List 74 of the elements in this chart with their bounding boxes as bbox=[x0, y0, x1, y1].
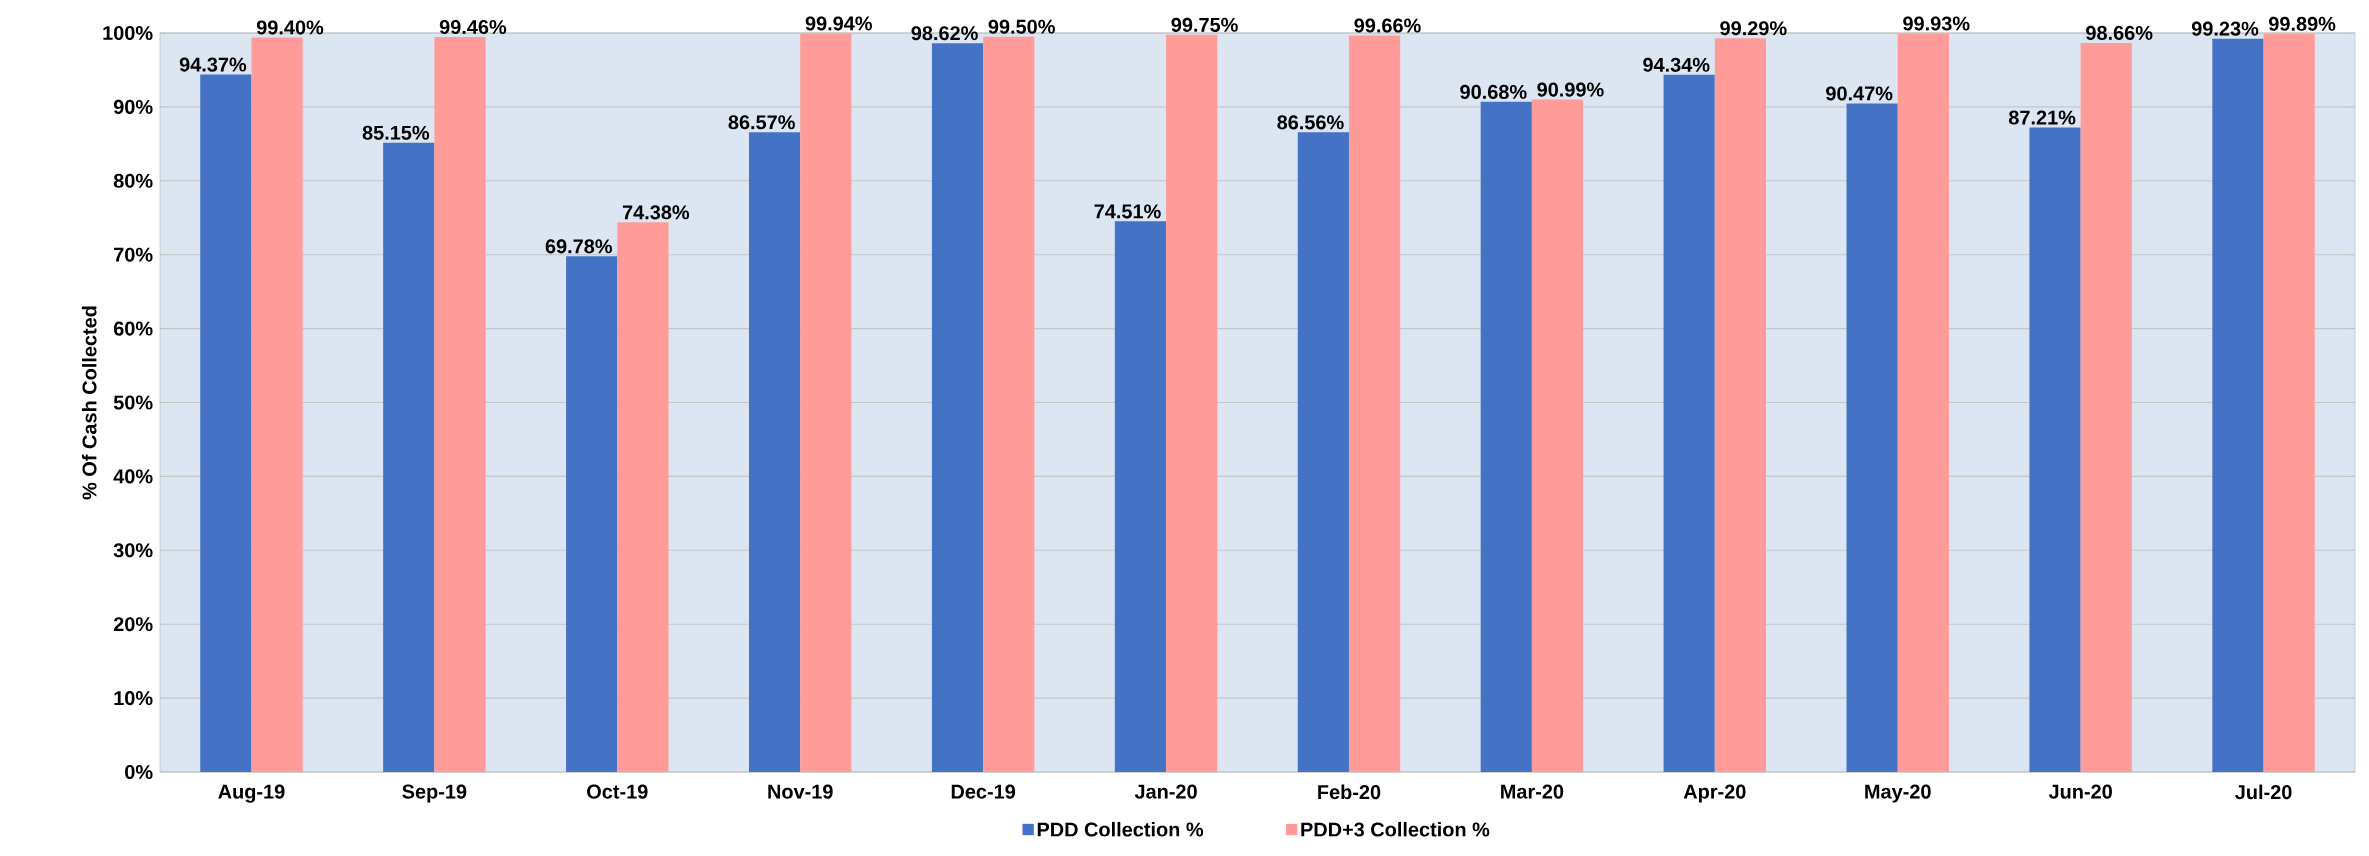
bar bbox=[251, 37, 303, 772]
x-tick-label: Jan-20 bbox=[1134, 784, 1197, 799]
data-label: 86.56% bbox=[1277, 115, 1344, 130]
x-tick-label: Apr-20 bbox=[1683, 784, 1746, 803]
bar bbox=[617, 222, 669, 772]
data-label: 99.93% bbox=[1903, 16, 1970, 31]
data-label: 99.23% bbox=[2191, 21, 2259, 36]
x-tick-label: Jul-20 bbox=[2235, 784, 2292, 800]
data-label: 85.15% bbox=[362, 125, 430, 140]
bar bbox=[1166, 34, 1218, 772]
data-label: 87.21% bbox=[2008, 110, 2076, 125]
y-tick-label: 10% bbox=[114, 691, 153, 706]
bar bbox=[2029, 127, 2081, 772]
data-label: 98.62% bbox=[911, 26, 978, 41]
bar bbox=[2080, 42, 2132, 772]
legend-label: PDD+3 Collection % bbox=[1301, 821, 1490, 837]
y-tick-label: 60% bbox=[113, 321, 153, 336]
legend-label: PDD Collection % bbox=[1037, 821, 1204, 837]
bar bbox=[1114, 221, 1167, 772]
bar bbox=[566, 256, 618, 772]
bar bbox=[1297, 132, 1349, 772]
data-label: 99.66% bbox=[1354, 18, 1421, 33]
y-tick-label: 70% bbox=[114, 247, 153, 262]
y-tick-label: 50% bbox=[113, 395, 153, 410]
y-tick-label: 20% bbox=[113, 617, 153, 632]
bar bbox=[748, 132, 801, 772]
data-label: 98.66% bbox=[2086, 25, 2153, 40]
data-label: 99.94% bbox=[805, 16, 873, 31]
x-tick-label: Oct-19 bbox=[587, 784, 648, 799]
data-label: 94.34% bbox=[1643, 57, 1710, 72]
bar bbox=[2212, 38, 2264, 772]
data-label: 99.40% bbox=[256, 20, 324, 35]
bar bbox=[1714, 38, 1767, 772]
data-label: 90.99% bbox=[1537, 82, 1604, 97]
data-label: 74.38% bbox=[622, 205, 690, 220]
x-tick-label: Aug-19 bbox=[218, 784, 285, 803]
data-label: 99.89% bbox=[2269, 16, 2336, 31]
bar bbox=[931, 43, 984, 772]
data-label: 90.47% bbox=[1826, 86, 1893, 101]
x-tick-label: Dec-19 bbox=[951, 784, 1016, 799]
y-tick-label: 0% bbox=[125, 764, 153, 780]
y-axis-title: % Of Cash Collected bbox=[81, 306, 97, 500]
data-label: 99.50% bbox=[988, 19, 1055, 34]
bar bbox=[1846, 103, 1898, 772]
y-tick-label: 30% bbox=[113, 543, 153, 558]
x-tick-label: Jun-20 bbox=[2048, 784, 2112, 799]
bar bbox=[383, 142, 435, 772]
x-tick-label: Feb-20 bbox=[1318, 784, 1381, 800]
y-tick-label: 40% bbox=[113, 469, 153, 484]
data-label: 74.51% bbox=[1094, 204, 1161, 219]
data-label: 90.68% bbox=[1460, 84, 1527, 99]
data-label: 99.75% bbox=[1171, 17, 1238, 32]
bar bbox=[983, 36, 1035, 772]
bar bbox=[200, 74, 252, 772]
y-tick-label: 100% bbox=[103, 25, 153, 41]
y-tick-label: 90% bbox=[113, 99, 153, 114]
data-label: 86.57% bbox=[728, 115, 795, 130]
data-label: 94.37% bbox=[179, 57, 247, 72]
bar bbox=[1663, 74, 1715, 772]
bar bbox=[1531, 99, 1584, 772]
bar bbox=[2263, 33, 2315, 772]
data-label: 99.29% bbox=[1720, 21, 1787, 36]
x-tick-label: Sep-19 bbox=[402, 784, 467, 803]
y-tick-label: 80% bbox=[113, 173, 153, 188]
bar bbox=[1897, 33, 1949, 772]
x-tick-label: Mar-20 bbox=[1501, 784, 1564, 799]
bar bbox=[434, 36, 486, 772]
x-tick-label: May-20 bbox=[1865, 784, 1931, 803]
bar bbox=[800, 33, 852, 772]
data-label: 99.46% bbox=[439, 19, 507, 35]
bar bbox=[1348, 35, 1401, 772]
x-tick-label: Nov-19 bbox=[768, 784, 833, 799]
bar bbox=[1480, 101, 1532, 772]
data-label: 69.78% bbox=[545, 239, 613, 254]
